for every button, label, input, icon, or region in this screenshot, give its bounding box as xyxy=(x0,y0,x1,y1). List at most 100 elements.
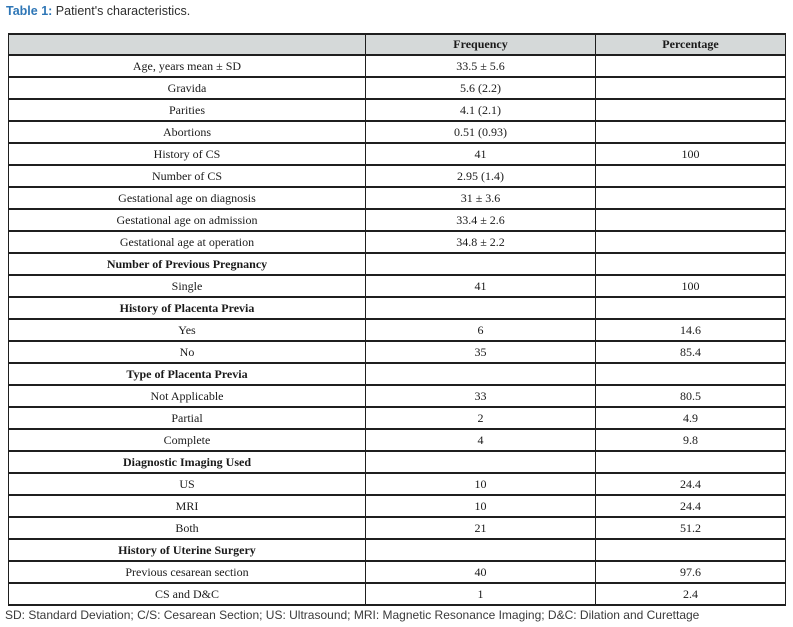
table-caption-text: Patient's characteristics. xyxy=(52,4,191,18)
row-label-cell: Number of CS xyxy=(8,164,366,188)
row-label-cell: Gravida xyxy=(8,76,366,100)
percentage-cell: 9.8 xyxy=(595,428,786,452)
row-label-cell: Age, years mean ± SD xyxy=(8,54,366,78)
table-row: Gestational age on diagnosis 31 ± 3.6 xyxy=(8,186,786,210)
percentage-cell xyxy=(595,164,786,188)
percentage-cell xyxy=(595,98,786,122)
table-row: History of CS 41 100 xyxy=(8,142,786,166)
frequency-cell: 2.95 (1.4) xyxy=(365,164,596,188)
table-section-row: History of Uterine Surgery xyxy=(8,538,786,562)
percentage-cell xyxy=(595,208,786,232)
table-section-row: Diagnostic Imaging Used xyxy=(8,450,786,474)
frequency-cell: 0.51 (0.93) xyxy=(365,120,596,144)
column-header-frequency: Frequency xyxy=(365,33,596,56)
row-label-cell: Abortions xyxy=(8,120,366,144)
frequency-cell: 35 xyxy=(365,340,596,364)
table-section-row: History of Placenta Previa xyxy=(8,296,786,320)
percentage-cell xyxy=(595,450,786,474)
column-header-percentage: Percentage xyxy=(595,33,786,56)
frequency-cell: 41 xyxy=(365,274,596,298)
percentage-cell xyxy=(595,186,786,210)
frequency-cell: 2 xyxy=(365,406,596,430)
table-row: US 10 24.4 xyxy=(8,472,786,496)
percentage-cell: 4.9 xyxy=(595,406,786,430)
frequency-cell: 6 xyxy=(365,318,596,342)
table-row: Number of CS 2.95 (1.4) xyxy=(8,164,786,188)
row-label-cell: Partial xyxy=(8,406,366,430)
frequency-cell: 33.5 ± 5.6 xyxy=(365,54,596,78)
row-label-cell: US xyxy=(8,472,366,496)
frequency-cell: 34.8 ± 2.2 xyxy=(365,230,596,254)
table-row: Single 41 100 xyxy=(8,274,786,298)
percentage-cell: 85.4 xyxy=(595,340,786,364)
table-row: Gestational age at operation 34.8 ± 2.2 xyxy=(8,230,786,254)
row-label-cell: Yes xyxy=(8,318,366,342)
percentage-cell: 14.6 xyxy=(595,318,786,342)
frequency-cell: 21 xyxy=(365,516,596,540)
percentage-cell xyxy=(595,230,786,254)
row-label-cell: Number of Previous Pregnancy xyxy=(8,252,366,276)
table-row: Previous cesarean section 40 97.6 xyxy=(8,560,786,584)
row-label-cell: History of Placenta Previa xyxy=(8,296,366,320)
frequency-cell xyxy=(365,252,596,276)
table-row: Yes 6 14.6 xyxy=(8,318,786,342)
table-row: Parities 4.1 (2.1) xyxy=(8,98,786,122)
row-label-cell: CS and D&C xyxy=(8,582,366,606)
row-label-cell: Gestational age on diagnosis xyxy=(8,186,366,210)
table-row: Partial 2 4.9 xyxy=(8,406,786,430)
table-caption-label: Table 1: xyxy=(6,4,53,18)
percentage-cell: 24.4 xyxy=(595,472,786,496)
percentage-cell: 80.5 xyxy=(595,384,786,408)
frequency-cell xyxy=(365,538,596,562)
percentage-cell: 100 xyxy=(595,142,786,166)
row-label-cell: Gestational age on admission xyxy=(8,208,366,232)
percentage-cell xyxy=(595,54,786,78)
percentage-cell xyxy=(595,252,786,276)
column-header-blank xyxy=(8,33,366,56)
frequency-cell: 1 xyxy=(365,582,596,606)
table-caption: Table 1: Patient's characteristics. xyxy=(6,4,190,18)
table-row: Gestational age on admission 33.4 ± 2.6 xyxy=(8,208,786,232)
percentage-cell xyxy=(595,120,786,144)
percentage-cell xyxy=(595,76,786,100)
row-label-cell: Both xyxy=(8,516,366,540)
row-label-cell: Gestational age at operation xyxy=(8,230,366,254)
frequency-cell: 5.6 (2.2) xyxy=(365,76,596,100)
table-row: Abortions 0.51 (0.93) xyxy=(8,120,786,144)
table-row: CS and D&C 1 2.4 xyxy=(8,582,786,606)
row-label-cell: Complete xyxy=(8,428,366,452)
table-row: MRI 10 24.4 xyxy=(8,494,786,518)
frequency-cell: 4 xyxy=(365,428,596,452)
frequency-cell xyxy=(365,450,596,474)
row-label-cell: Type of Placenta Previa xyxy=(8,362,366,386)
patient-characteristics-table: Frequency Percentage Age, years mean ± S… xyxy=(8,33,786,606)
frequency-cell: 33.4 ± 2.6 xyxy=(365,208,596,232)
frequency-cell: 10 xyxy=(365,494,596,518)
row-label-cell: History of CS xyxy=(8,142,366,166)
table-row: Both 21 51.2 xyxy=(8,516,786,540)
percentage-cell: 97.6 xyxy=(595,560,786,584)
table-row: Gravida 5.6 (2.2) xyxy=(8,76,786,100)
table-row: Age, years mean ± SD 33.5 ± 5.6 xyxy=(8,54,786,78)
frequency-cell: 40 xyxy=(365,560,596,584)
percentage-cell: 51.2 xyxy=(595,516,786,540)
table-section-row: Number of Previous Pregnancy xyxy=(8,252,786,276)
percentage-cell xyxy=(595,362,786,386)
frequency-cell: 4.1 (2.1) xyxy=(365,98,596,122)
frequency-cell: 41 xyxy=(365,142,596,166)
frequency-cell xyxy=(365,296,596,320)
row-label-cell: MRI xyxy=(8,494,366,518)
row-label-cell: No xyxy=(8,340,366,364)
row-label-cell: Single xyxy=(8,274,366,298)
row-label-cell: Not Applicable xyxy=(8,384,366,408)
table-footnote: SD: Standard Deviation; C/S: Cesarean Se… xyxy=(5,608,700,622)
row-label-cell: Previous cesarean section xyxy=(8,560,366,584)
table-body: Age, years mean ± SD 33.5 ± 5.6 Gravida 5.6… xyxy=(8,54,786,606)
table-row: No 35 85.4 xyxy=(8,340,786,364)
percentage-cell xyxy=(595,538,786,562)
frequency-cell: 33 xyxy=(365,384,596,408)
percentage-cell: 24.4 xyxy=(595,494,786,518)
row-label-cell: History of Uterine Surgery xyxy=(8,538,366,562)
percentage-cell: 2.4 xyxy=(595,582,786,606)
table-row: Complete 4 9.8 xyxy=(8,428,786,452)
